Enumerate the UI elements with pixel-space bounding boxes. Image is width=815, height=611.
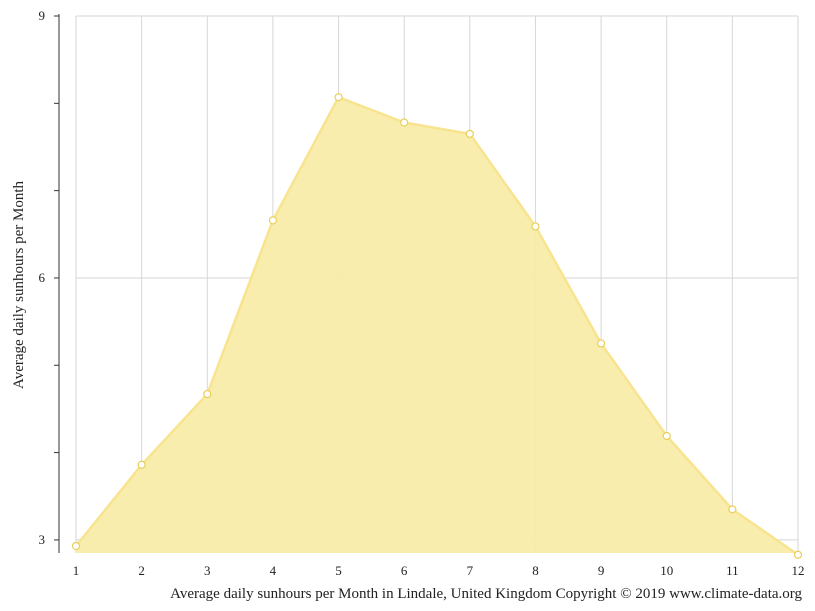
data-point-month-6 <box>400 118 409 127</box>
chart-caption: Average daily sunhours per Month in Lind… <box>170 586 802 602</box>
data-point-month-5 <box>334 93 343 102</box>
x-tick-label-8: 8 <box>532 563 539 578</box>
data-point-month-12 <box>793 550 803 559</box>
data-point-month-8 <box>531 222 540 231</box>
y-tick-label-6: 6 <box>39 270 46 285</box>
series-line <box>75 95 799 556</box>
series-area <box>75 95 799 556</box>
data-point-month-7 <box>465 129 474 138</box>
y-axis-title: Average daily sunhours per Month <box>11 181 27 390</box>
x-tick-label-7: 7 <box>467 563 474 578</box>
data-point-month-2 <box>137 460 146 469</box>
data-point-month-10 <box>662 431 671 441</box>
x-tick-label-12: 12 <box>792 563 805 578</box>
data-point-month-11 <box>728 505 737 514</box>
data-point-month-4 <box>268 216 278 225</box>
axes <box>54 14 60 553</box>
area-fill <box>76 97 798 555</box>
data-point-month-1 <box>71 541 81 551</box>
data-point-month-9 <box>596 339 606 348</box>
x-tick-label-1: 1 <box>73 563 80 578</box>
x-tick-label-10: 10 <box>660 563 673 578</box>
x-tick-label-9: 9 <box>598 563 605 578</box>
series-markers <box>71 93 803 559</box>
x-tick-label-5: 5 <box>335 563 342 578</box>
x-tick-label-3: 3 <box>204 563 211 578</box>
x-tick-label-2: 2 <box>138 563 145 578</box>
data-point-month-3 <box>203 389 212 399</box>
y-tick-label-3: 3 <box>39 532 46 547</box>
x-tick-label-6: 6 <box>401 563 408 578</box>
y-tick-label-9: 9 <box>39 8 46 23</box>
x-tick-label-11: 11 <box>726 563 739 578</box>
x-tick-label-4: 4 <box>270 563 277 578</box>
